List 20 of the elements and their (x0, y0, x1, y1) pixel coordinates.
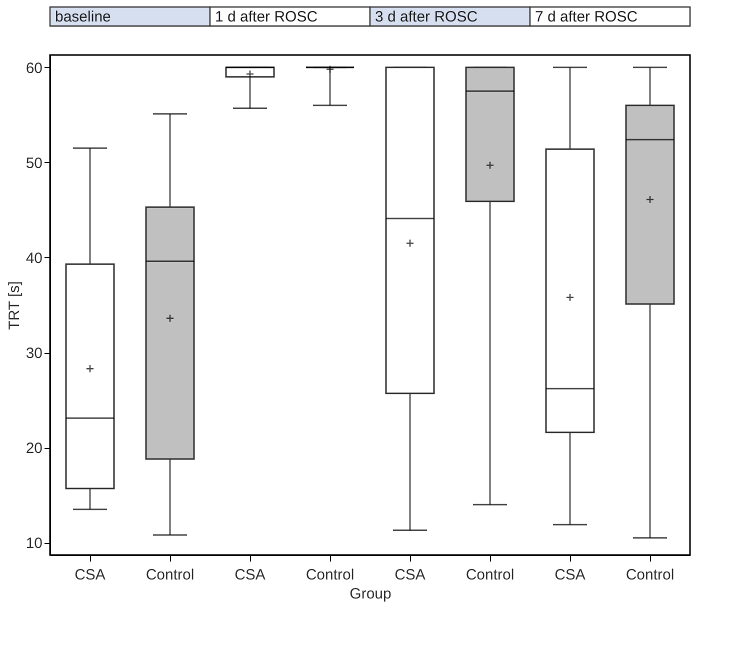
text: 1 d after ROSC (215, 8, 318, 26)
x-tick-label: Control (626, 566, 674, 584)
x-tick-label: CSA (554, 566, 586, 584)
y-tick-label: 20 (26, 440, 42, 458)
x-tick-label: CSA (74, 566, 106, 584)
y-tick-label: 50 (26, 154, 42, 172)
x-tick-label: CSA (234, 566, 266, 584)
y-axis-title: TRT [s] (6, 281, 23, 330)
x-axis-title: Group (350, 586, 392, 602)
text: baseline (55, 8, 111, 26)
y-tick-label: 30 (26, 345, 42, 362)
y-tick-label: 10 (26, 535, 42, 552)
x-tick-label: Control (306, 566, 354, 584)
y-tick-label: 40 (26, 250, 42, 267)
x-tick-label: Control (466, 566, 514, 584)
text: 3 d after ROSC (375, 8, 478, 26)
x-tick-label: CSA (394, 566, 426, 584)
text: 7 d after ROSC (535, 8, 638, 26)
y-tick-label: 60 (26, 60, 42, 77)
x-tick-label: Control (146, 566, 194, 584)
